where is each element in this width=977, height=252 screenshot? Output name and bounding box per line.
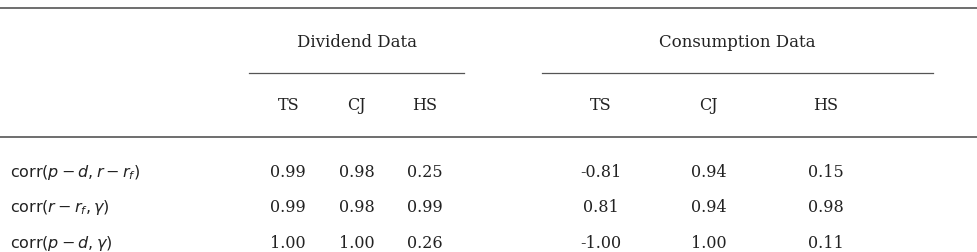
Text: HS: HS bbox=[813, 97, 838, 114]
Text: CJ: CJ bbox=[699, 97, 718, 114]
Text: 1.00: 1.00 bbox=[271, 235, 306, 252]
Text: $\mathrm{corr}(p - d, \gamma)$: $\mathrm{corr}(p - d, \gamma)$ bbox=[10, 234, 112, 252]
Text: 0.99: 0.99 bbox=[271, 199, 306, 216]
Text: $\mathrm{corr}(p - d, r - r_f)$: $\mathrm{corr}(p - d, r - r_f)$ bbox=[10, 163, 140, 182]
Text: -1.00: -1.00 bbox=[580, 235, 621, 252]
Text: Dividend Data: Dividend Data bbox=[297, 34, 416, 51]
Text: 0.11: 0.11 bbox=[808, 235, 843, 252]
Text: 0.26: 0.26 bbox=[407, 235, 443, 252]
Text: 0.15: 0.15 bbox=[808, 164, 843, 181]
Text: 0.81: 0.81 bbox=[583, 199, 618, 216]
Text: HS: HS bbox=[412, 97, 438, 114]
Text: 0.94: 0.94 bbox=[691, 164, 726, 181]
Text: 0.25: 0.25 bbox=[407, 164, 443, 181]
Text: CJ: CJ bbox=[347, 97, 366, 114]
Text: 1.00: 1.00 bbox=[339, 235, 374, 252]
Text: TS: TS bbox=[277, 97, 299, 114]
Text: Consumption Data: Consumption Data bbox=[659, 34, 816, 51]
Text: -0.81: -0.81 bbox=[580, 164, 621, 181]
Text: 0.98: 0.98 bbox=[339, 164, 374, 181]
Text: $\mathrm{corr}(r - r_f, \gamma)$: $\mathrm{corr}(r - r_f, \gamma)$ bbox=[10, 198, 109, 217]
Text: 1.00: 1.00 bbox=[691, 235, 726, 252]
Text: 0.99: 0.99 bbox=[407, 199, 443, 216]
Text: 0.98: 0.98 bbox=[808, 199, 843, 216]
Text: 0.98: 0.98 bbox=[339, 199, 374, 216]
Text: TS: TS bbox=[590, 97, 612, 114]
Text: 0.94: 0.94 bbox=[691, 199, 726, 216]
Text: 0.99: 0.99 bbox=[271, 164, 306, 181]
